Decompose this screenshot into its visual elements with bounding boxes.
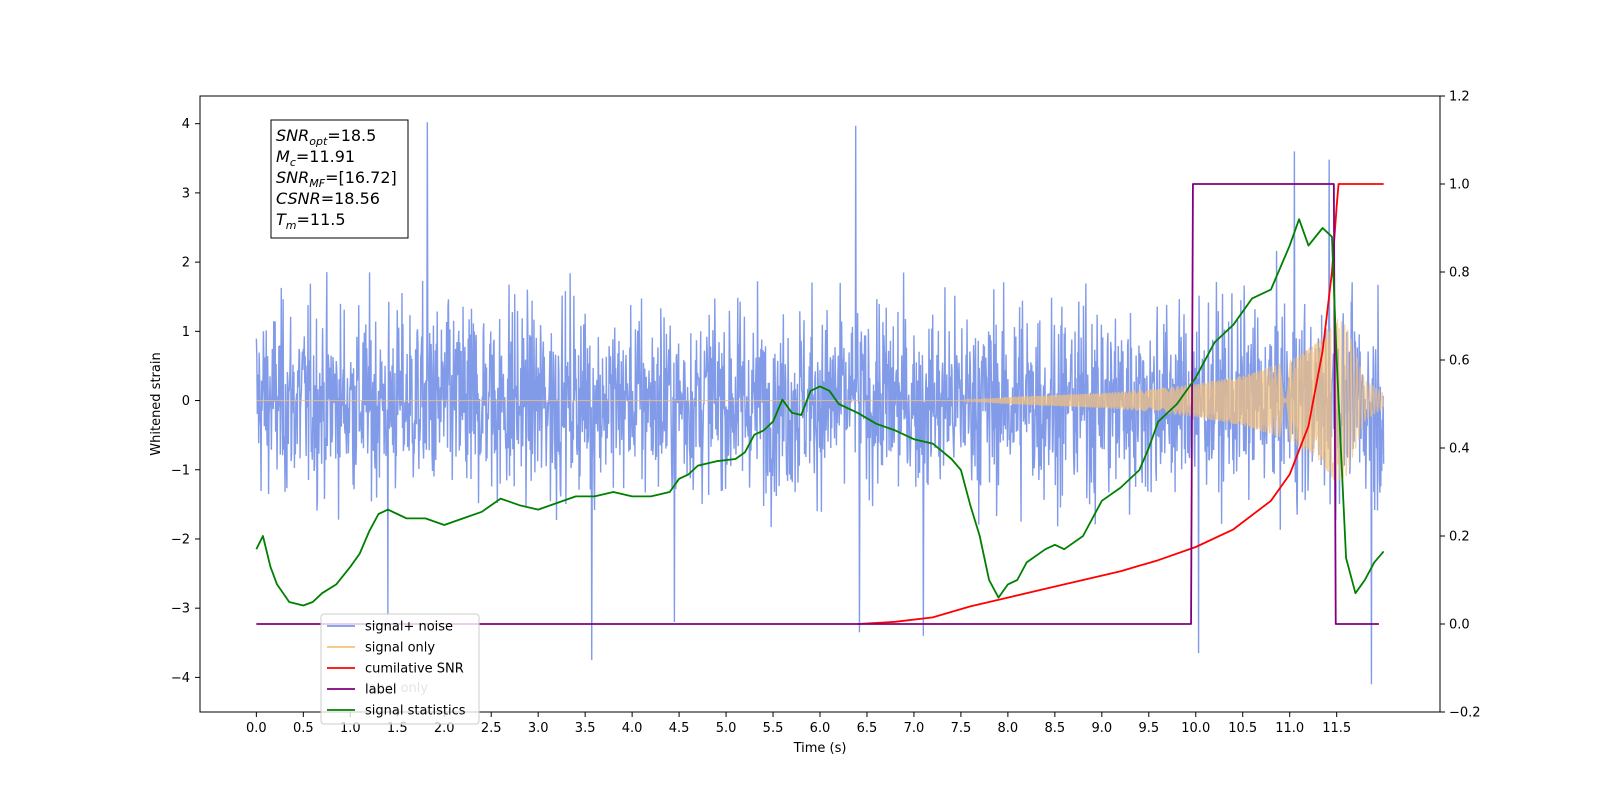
legend-label: signal only [365,641,435,656]
x-tick-label: 8.0 [998,721,1019,736]
legend-label: label [365,683,396,698]
x-tick-label: 7.5 [951,721,972,736]
x-tick-label: 4.5 [669,721,690,736]
info-box: SNRopt=18.5Mc=11.91SNRMF=[16.72]CSNR=18.… [270,119,409,239]
series-label [256,183,1379,625]
info-box-line: SNRMF=[16.72] [276,168,397,190]
x-tick-label: 3.0 [528,721,549,736]
legend-label: signal+ noise [365,620,453,635]
x-tick-label: 7.0 [904,721,925,736]
x-tick-label: 9.0 [1091,721,1112,736]
y-right-tick-label: −0.2 [1449,706,1481,721]
x-tick-label: 11.0 [1275,721,1304,736]
y-right-tick-label: 0.8 [1449,266,1470,281]
info-box-line: Tm=11.5 [276,210,346,232]
x-tick-label: 1.5 [387,721,408,736]
series-signal-statistics [255,218,1385,607]
series-signal-only [256,318,1385,484]
y-right-axis-ticks: 1.2 1.0 0.8 0.6 0.4 0.2 0.0 −0.2 [1440,90,1481,721]
x-tick-label: 0.0 [246,721,267,736]
x-tick-label: 8.5 [1045,721,1066,736]
y-left-tick-label: 0 [182,394,190,409]
y-left-tick-label: 2 [182,256,190,271]
x-tick-label: 6.5 [857,721,878,736]
y-left-axis-ticks: 4 3 2 1 0 −1 −2 −3 −4 [171,117,200,686]
y-right-tick-label: 1.0 [1449,178,1470,193]
y-left-tick-label: 4 [182,117,190,132]
legend-label: signal statistics [365,704,466,719]
legend-frame [320,613,480,725]
y-right-tick-label: 0.0 [1449,618,1470,633]
x-tick-label: 0.5 [293,721,314,736]
y-right-tick-label: 0.4 [1449,442,1470,457]
y-right-tick-label: 1.2 [1449,90,1470,105]
x-axis-ticks: 0.0 0.5 1.0 1.5 2.0 2.5 3.0 3.5 4.0 4.5 5.0 5.5 6.0 6… [246,712,1351,736]
y-left-tick-label: −3 [171,602,190,617]
y-left-tick-label: 3 [182,186,190,201]
x-tick-label: 10.0 [1181,721,1210,736]
series-layer [255,122,1385,685]
x-tick-label: 11.5 [1322,721,1351,736]
series-cumulative-snr [857,183,1384,625]
y-left-tick-label: −2 [171,532,190,547]
y-axis-label: Whitened strain [149,352,164,455]
y-left-tick-label: −4 [171,671,190,686]
x-tick-label: 1.0 [340,721,361,736]
x-tick-label: 2.0 [434,721,455,736]
info-box-line: Mc=11.91 [276,147,355,169]
y-left-tick-label: −1 [171,463,190,478]
x-tick-label: 3.5 [575,721,596,736]
info-box-frame [270,119,409,239]
x-tick-label: 5.5 [763,721,784,736]
info-box-line: SNRopt=18.5 [276,126,376,148]
y-right-tick-label: 0.6 [1449,354,1470,369]
y-right-tick-label: 0.2 [1449,530,1470,545]
x-axis-label: Time (s) [793,741,847,756]
y-left-tick-label: 1 [182,325,190,340]
info-box-line: CSNR=18.56 [276,189,380,208]
x-tick-label: 5.0 [716,721,737,736]
legend-label: cumilative SNR [365,662,464,677]
x-tick-label: 6.0 [810,721,831,736]
x-tick-label: 4.0 [622,721,643,736]
x-tick-label: 10.5 [1228,721,1257,736]
x-tick-label: 9.5 [1138,721,1159,736]
x-tick-label: 2.5 [481,721,502,736]
